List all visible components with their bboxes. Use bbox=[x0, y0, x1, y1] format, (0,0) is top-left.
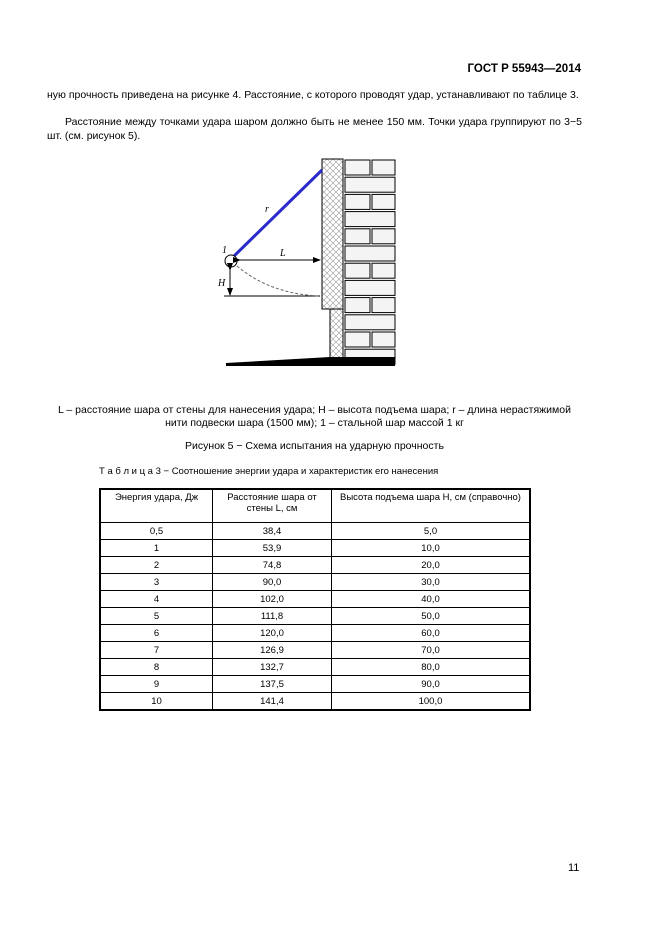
table-cell: 2 bbox=[99, 556, 213, 574]
document-id: ГОСТ Р 55943—2014 bbox=[467, 63, 581, 75]
table-cell: 50,0 bbox=[331, 607, 531, 625]
table-cell: 20,0 bbox=[331, 556, 531, 574]
table-row: 8 132,7 80,0 bbox=[99, 658, 531, 676]
brick bbox=[371, 228, 396, 245]
table-cell: 6 bbox=[99, 624, 213, 642]
table-row: 2 74,8 20,0 bbox=[99, 556, 531, 574]
brick bbox=[344, 314, 396, 331]
paragraph: Расстояние между точками удара шаром дол… bbox=[47, 116, 582, 142]
table-cell: 120,0 bbox=[212, 624, 332, 642]
brick bbox=[371, 193, 396, 210]
page-number: 11 bbox=[568, 862, 580, 874]
brick bbox=[344, 159, 371, 176]
table-cell: 1 bbox=[99, 539, 213, 557]
table-cell: 60,0 bbox=[331, 624, 531, 642]
table-cell: 40,0 bbox=[331, 590, 531, 608]
brick bbox=[344, 279, 396, 296]
table-cell: 90,0 bbox=[212, 573, 332, 591]
label-H: H bbox=[217, 278, 226, 289]
table-cell: 8 bbox=[99, 658, 213, 676]
brick bbox=[344, 176, 396, 193]
table-cell: 74,8 bbox=[212, 556, 332, 574]
brick bbox=[344, 211, 396, 228]
string bbox=[229, 168, 324, 261]
insulation-layer bbox=[321, 158, 344, 310]
table-cell: 38,4 bbox=[212, 522, 332, 540]
table-row: 6 120,0 60,0 bbox=[99, 624, 531, 642]
table-row: 3 90,0 30,0 bbox=[99, 573, 531, 591]
table-cell: 132,7 bbox=[212, 658, 332, 676]
table-cell: 100,0 bbox=[331, 692, 531, 711]
brick bbox=[344, 297, 371, 314]
brick bbox=[371, 262, 396, 279]
brick bbox=[344, 331, 371, 348]
table-row: 7 126,9 70,0 bbox=[99, 641, 531, 659]
table-cell: 5,0 bbox=[331, 522, 531, 540]
table-row: 5 111,8 50,0 bbox=[99, 607, 531, 625]
table-cell: 137,5 bbox=[212, 675, 332, 693]
table-cell: 70,0 bbox=[331, 641, 531, 659]
brick bbox=[344, 228, 371, 245]
table-cell: 30,0 bbox=[331, 573, 531, 591]
table-3: Энергия удара, Дж Расстояние шара от сте… bbox=[99, 488, 531, 711]
column-header: Энергия удара, Дж bbox=[99, 488, 213, 523]
table-cell: 5 bbox=[99, 607, 213, 625]
column-header: Высота подъема шара H, см (спра­вочно) bbox=[331, 488, 531, 523]
label-L: L bbox=[279, 248, 286, 259]
paragraph: ную прочность приведена на рисунке 4. Ра… bbox=[47, 89, 579, 101]
steel-ball bbox=[224, 254, 238, 268]
table-cell: 10 bbox=[99, 692, 213, 711]
table-cell: 80,0 bbox=[331, 658, 531, 676]
brick-wall bbox=[344, 159, 396, 365]
table-row: 4 102,0 40,0 bbox=[99, 590, 531, 608]
brick bbox=[371, 331, 396, 348]
brick bbox=[344, 193, 371, 210]
table-cell: 0,5 bbox=[99, 522, 213, 540]
label-1: 1 bbox=[222, 245, 227, 256]
figure-caption: Рисунок 5 − Схема испытания на ударную п… bbox=[185, 440, 444, 452]
label-r: r bbox=[265, 204, 269, 215]
table-row: 0,5 38,4 5,0 bbox=[99, 522, 531, 540]
table-cell: 126,9 bbox=[212, 641, 332, 659]
table-cell: 141,4 bbox=[212, 692, 332, 711]
table-row: 1 53,9 10,0 bbox=[99, 539, 531, 557]
swing-path bbox=[236, 265, 321, 297]
brick bbox=[371, 297, 396, 314]
table-cell: 4 bbox=[99, 590, 213, 608]
table-cell: 10,0 bbox=[331, 539, 531, 557]
table-cell: 90,0 bbox=[331, 675, 531, 693]
impact-test-diagram: r 1 L H bbox=[217, 158, 396, 366]
table-cell: 53,9 bbox=[212, 539, 332, 557]
figure-legend: L – расстояние шара от стены для нанесен… bbox=[58, 404, 571, 429]
brick bbox=[344, 245, 396, 262]
table-cell: 7 bbox=[99, 641, 213, 659]
table-cell: 102,0 bbox=[212, 590, 332, 608]
column-header: Расстояние шара от стены L, см bbox=[212, 488, 332, 523]
table-caption: Т а б л и ц а 3 − Соотношение энергии уд… bbox=[99, 466, 439, 477]
floor bbox=[226, 357, 395, 366]
brick bbox=[371, 159, 396, 176]
table-cell: 3 bbox=[99, 573, 213, 591]
table-row: 9 137,5 90,0 bbox=[99, 675, 531, 693]
brick bbox=[344, 262, 371, 279]
table-cell: 111,8 bbox=[212, 607, 332, 625]
table-row: 10 141,4 100,0 bbox=[99, 692, 531, 711]
table-cell: 9 bbox=[99, 675, 213, 693]
